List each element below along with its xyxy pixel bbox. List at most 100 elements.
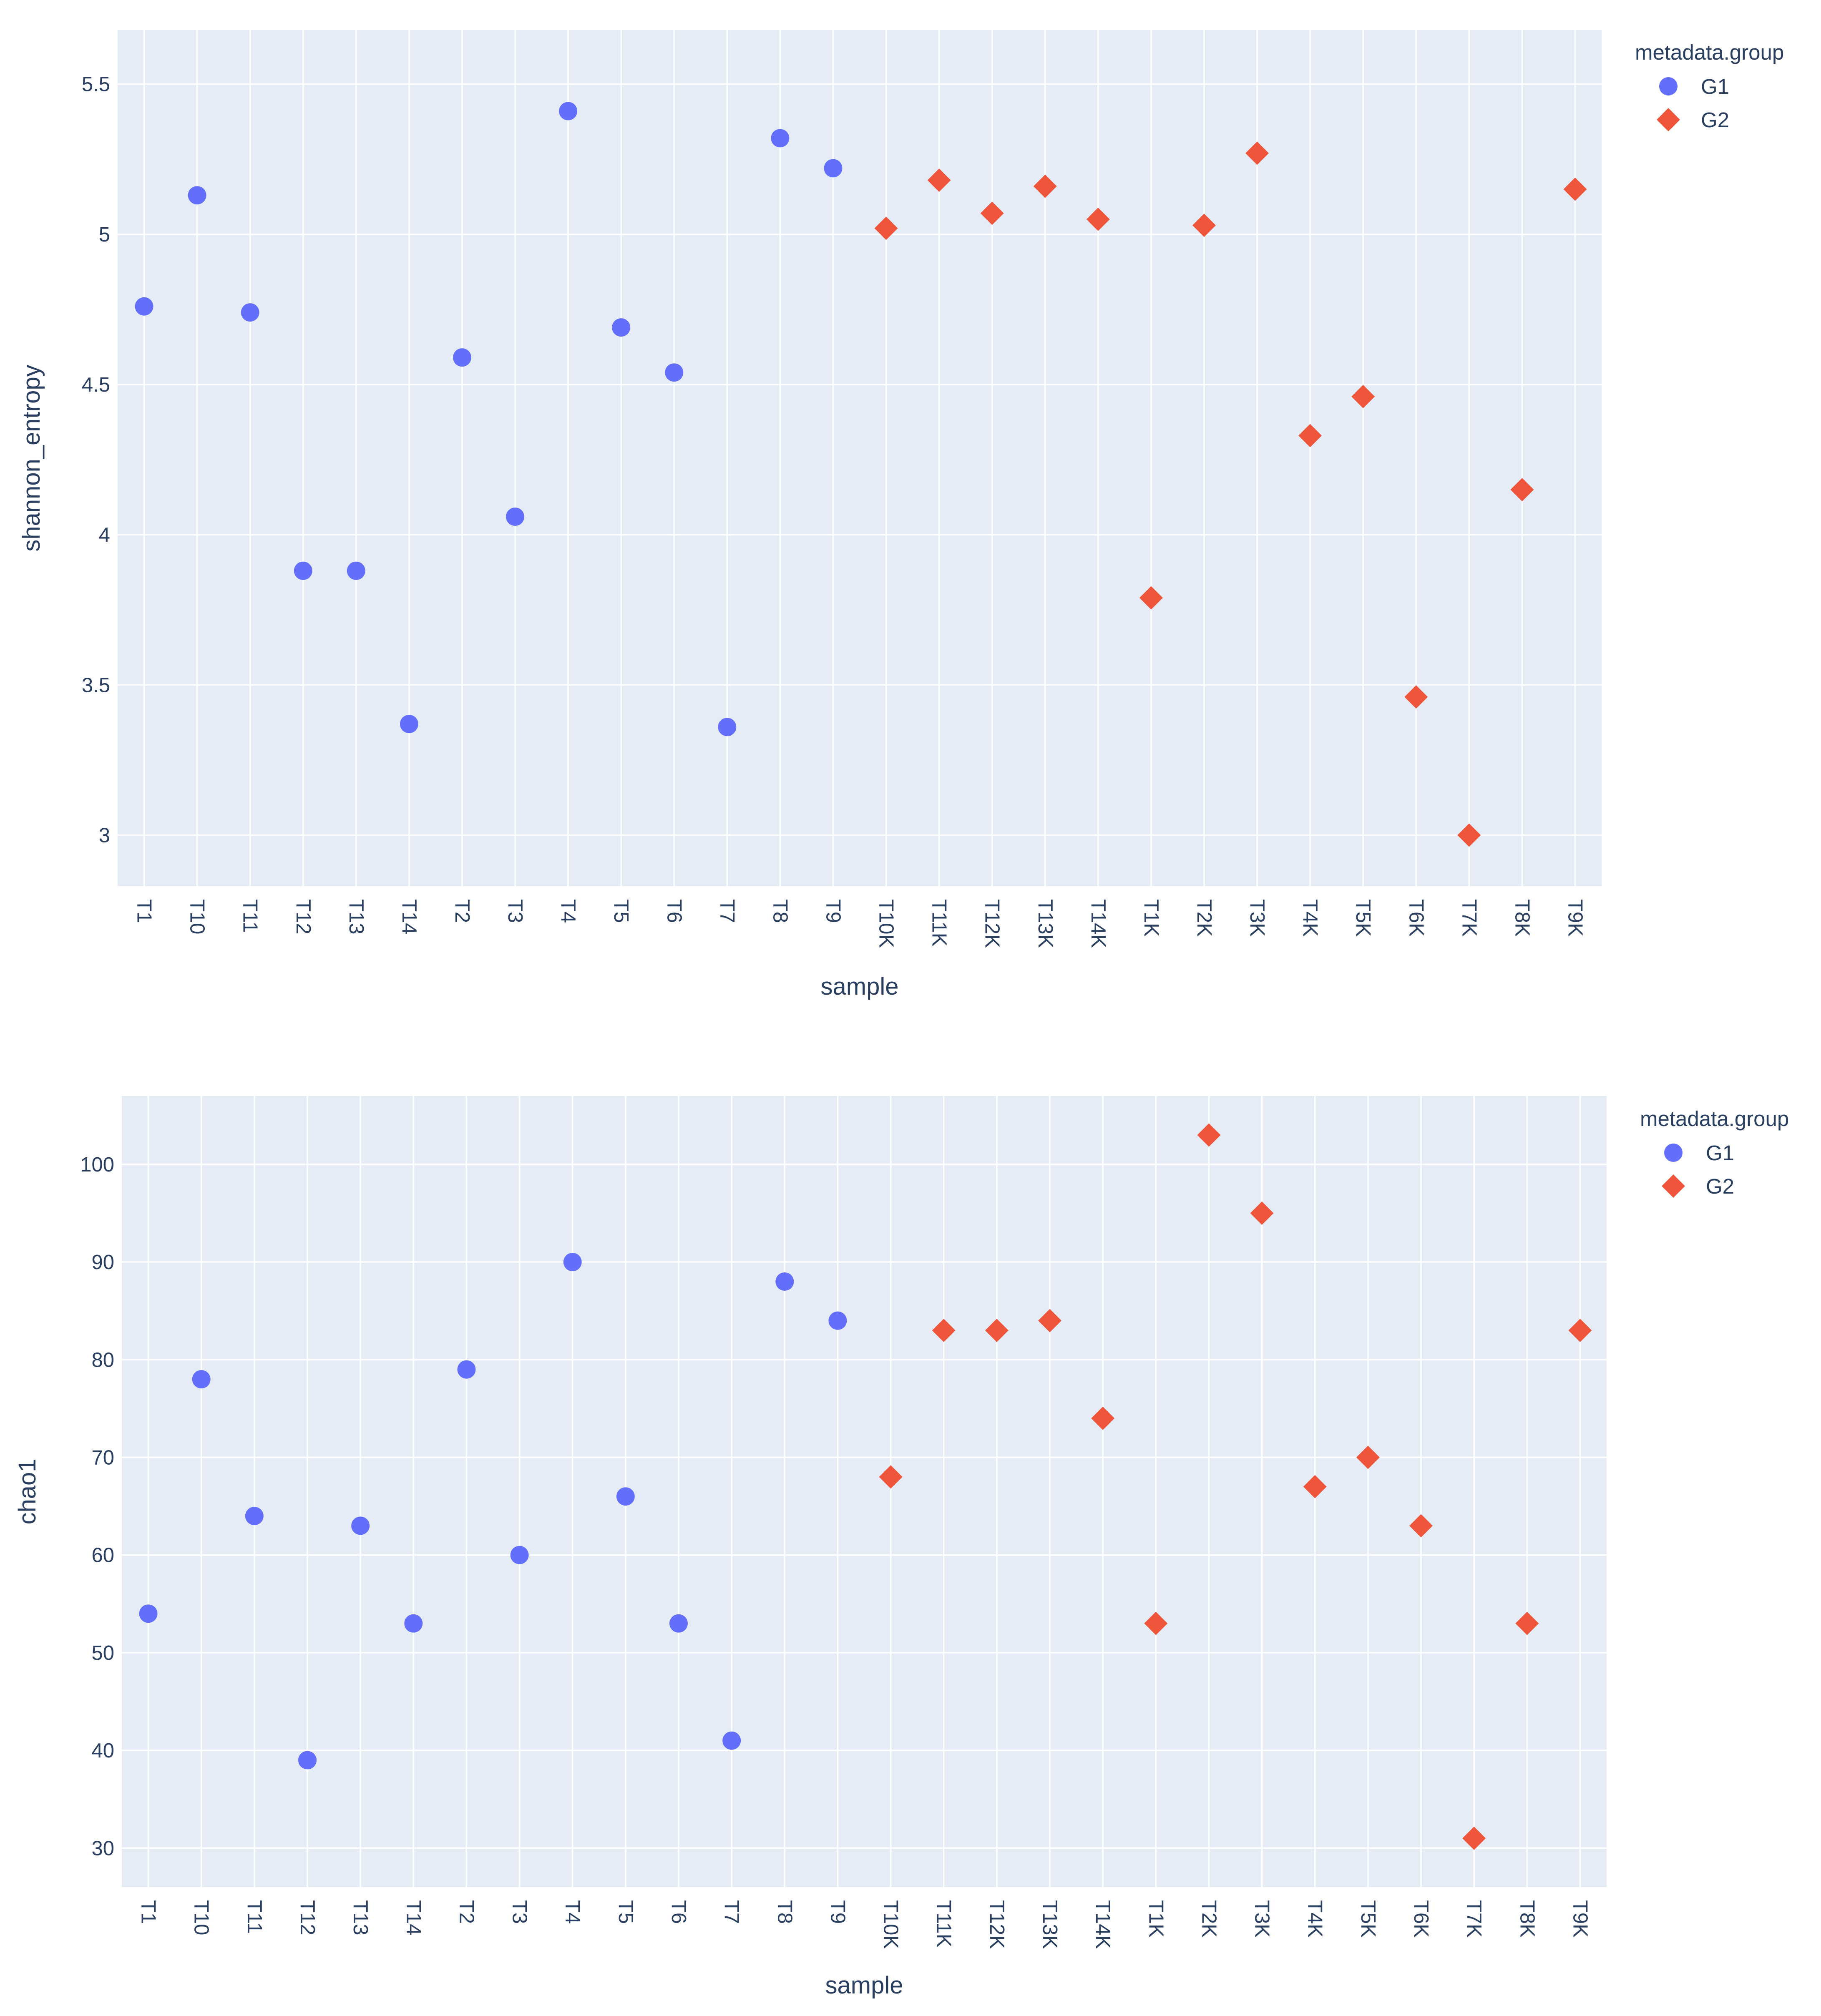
- x-tick-label: T11K: [928, 899, 951, 947]
- chart-panel-2: 30 40 50 60 70 80 90 100 T1 T10 T11 T12 T13 T14 T2 T3 T4…: [14, 1096, 1789, 1999]
- data-point-t14k[interactable]: [1086, 207, 1110, 231]
- data-point-t12[interactable]: [298, 1751, 317, 1770]
- data-point-t1k[interactable]: [1139, 586, 1163, 610]
- legend-item-g1[interactable]: G1: [1659, 75, 1729, 98]
- series-g1: [135, 102, 843, 737]
- data-point-t10[interactable]: [188, 186, 206, 205]
- data-point-t2k[interactable]: [1197, 1123, 1221, 1147]
- x-tick-label: T6: [667, 1900, 690, 1924]
- legend-item-g2[interactable]: G2: [1662, 1174, 1734, 1198]
- x-tick-label: T7K: [1463, 1900, 1485, 1938]
- legend-marker: [1664, 1144, 1683, 1162]
- data-point-t2[interactable]: [453, 348, 471, 367]
- x-tick-label: T2: [451, 899, 473, 923]
- data-point-t12[interactable]: [294, 561, 312, 580]
- data-point-t14k[interactable]: [1091, 1406, 1115, 1430]
- data-point-t1k[interactable]: [1144, 1611, 1168, 1635]
- data-point-t3[interactable]: [510, 1546, 529, 1564]
- legend-item-g1[interactable]: G1: [1664, 1141, 1734, 1165]
- x-tick-label: T8K: [1511, 899, 1533, 937]
- data-point-t13[interactable]: [347, 561, 365, 580]
- x-tick-label: T7: [716, 899, 738, 923]
- data-point-t5[interactable]: [616, 1487, 635, 1506]
- x-tick-label: T5K: [1352, 899, 1374, 937]
- x-tick-label: T2K: [1193, 899, 1215, 937]
- x-tick-label: T12K: [986, 1900, 1008, 1949]
- data-point-t1[interactable]: [135, 297, 153, 316]
- data-point-t5k[interactable]: [1351, 385, 1375, 408]
- data-point-t7k[interactable]: [1457, 823, 1481, 847]
- x-tick-label: T5K: [1357, 1900, 1379, 1938]
- data-point-t1[interactable]: [139, 1604, 158, 1623]
- data-point-t9k[interactable]: [1563, 177, 1587, 201]
- data-point-t6k[interactable]: [1409, 1514, 1433, 1538]
- data-point-t8[interactable]: [775, 1272, 794, 1291]
- data-point-t11[interactable]: [241, 303, 259, 322]
- data-point-t9[interactable]: [828, 1311, 847, 1330]
- y-axis-title: chao1: [14, 1458, 41, 1524]
- data-point-t6[interactable]: [665, 363, 684, 382]
- x-tick-label: T9K: [1569, 1900, 1591, 1938]
- data-point-t4[interactable]: [559, 102, 578, 121]
- data-point-t8k[interactable]: [1515, 1611, 1539, 1635]
- data-point-t10k[interactable]: [874, 216, 898, 240]
- x-tick-label: T7K: [1458, 899, 1480, 937]
- data-point-t4[interactable]: [563, 1253, 582, 1272]
- data-point-t2[interactable]: [457, 1360, 476, 1379]
- x-tick-label: T1: [133, 899, 156, 923]
- x-tick-label: T6K: [1405, 899, 1427, 937]
- data-point-t7[interactable]: [718, 718, 737, 737]
- data-point-t10k[interactable]: [879, 1465, 903, 1489]
- data-point-t8k[interactable]: [1510, 478, 1534, 502]
- data-point-t4k[interactable]: [1303, 1475, 1327, 1498]
- y-axis-title: shannon_entropy: [18, 364, 45, 551]
- data-point-t7[interactable]: [722, 1731, 741, 1750]
- x-tick-label: T12K: [981, 899, 1004, 948]
- data-point-t4k[interactable]: [1298, 424, 1322, 447]
- legend-marker: [1659, 77, 1678, 96]
- data-point-t2k[interactable]: [1192, 214, 1216, 237]
- data-point-t12k[interactable]: [980, 201, 1004, 225]
- data-point-t9[interactable]: [824, 159, 843, 178]
- data-point-t10[interactable]: [192, 1370, 211, 1389]
- x-tick-label: T14: [398, 899, 420, 934]
- x-tick-label: T3K: [1251, 1900, 1273, 1938]
- data-point-t5[interactable]: [612, 318, 631, 337]
- data-point-t12k[interactable]: [985, 1319, 1009, 1342]
- data-point-t9k[interactable]: [1568, 1319, 1592, 1342]
- x-tick-label: T11: [239, 899, 262, 933]
- x-tick-label: T13K: [1039, 1900, 1061, 1949]
- data-point-t8[interactable]: [771, 129, 790, 148]
- data-point-t5k[interactable]: [1356, 1445, 1380, 1469]
- x-tick-label: T10K: [880, 1900, 902, 1949]
- data-point-t3k[interactable]: [1245, 141, 1269, 165]
- x-tick-label: T11K: [933, 1900, 955, 1948]
- data-point-t6[interactable]: [669, 1614, 688, 1633]
- legend-item-g2[interactable]: G2: [1657, 108, 1729, 132]
- y-tick-label: 5.5: [82, 73, 110, 96]
- data-point-t13k[interactable]: [1033, 174, 1057, 198]
- data-point-t11k[interactable]: [927, 168, 951, 192]
- data-point-t11k[interactable]: [932, 1319, 956, 1342]
- data-point-t3[interactable]: [506, 507, 525, 526]
- legend-label: G2: [1706, 1174, 1734, 1198]
- x-tick-label: T10: [190, 1900, 213, 1935]
- data-point-t13k[interactable]: [1038, 1309, 1061, 1332]
- y-tick-label: 4: [99, 524, 110, 546]
- x-tick-label: T5: [614, 1900, 637, 1924]
- x-axis-title: sample: [821, 973, 899, 1000]
- data-point-t11[interactable]: [245, 1507, 264, 1526]
- data-point-t7k[interactable]: [1462, 1826, 1486, 1850]
- data-point-t3k[interactable]: [1250, 1202, 1274, 1225]
- plot-area: [122, 1096, 1607, 1887]
- data-point-t13[interactable]: [351, 1516, 370, 1535]
- x-tick-label: T12: [292, 899, 314, 934]
- data-point-t6k[interactable]: [1404, 685, 1428, 709]
- x-tick-label: T13: [345, 899, 367, 934]
- data-point-t14[interactable]: [404, 1614, 423, 1633]
- data-point-t14[interactable]: [400, 715, 418, 734]
- y-tick-label: 3: [99, 824, 110, 847]
- y-tick-label: 3.5: [82, 674, 110, 696]
- y-tick-label: 70: [91, 1447, 114, 1469]
